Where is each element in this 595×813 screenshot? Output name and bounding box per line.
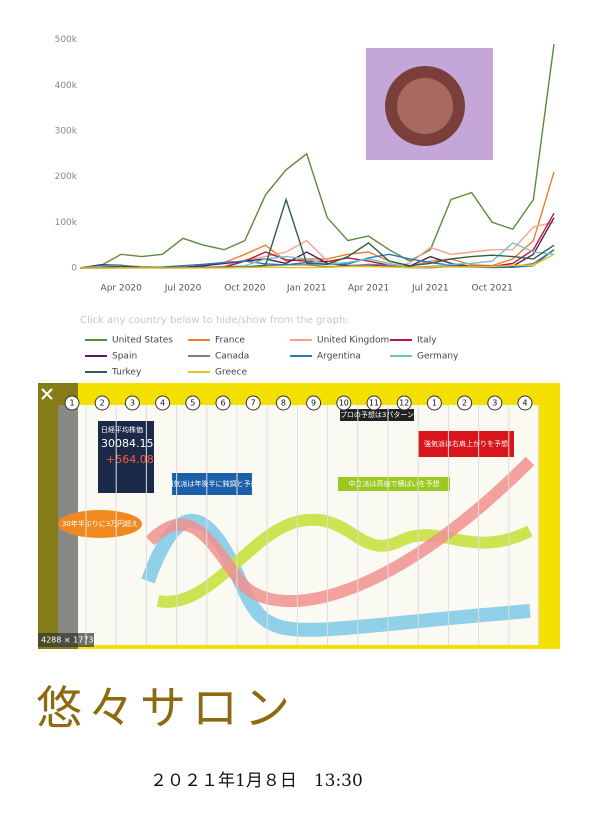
month-badge xyxy=(185,395,201,411)
x-tick-label: Apr 2020 xyxy=(101,284,143,294)
bull-box xyxy=(418,431,514,457)
legend-label: United States xyxy=(112,336,173,346)
bear-box xyxy=(172,473,252,495)
series-line xyxy=(79,217,555,269)
y-tick-label: 500k xyxy=(55,35,78,45)
pattern-heading: プロの予想は3パターン xyxy=(340,410,414,419)
bull-curve xyxy=(145,456,535,608)
month-label: 7 xyxy=(251,399,256,408)
legend-label: Canada xyxy=(215,352,249,362)
month-label: 8 xyxy=(281,399,286,408)
month-badge xyxy=(426,395,442,411)
month-label: 3 xyxy=(130,399,135,408)
index-photo xyxy=(98,421,154,493)
size-badge xyxy=(38,633,94,647)
month-label: 2 xyxy=(462,399,467,408)
legend-label: United Kingdom xyxy=(317,336,389,346)
neutral-box xyxy=(338,477,450,491)
virus-photo-shape xyxy=(397,78,453,134)
month-badge xyxy=(366,395,382,411)
month-label: 4 xyxy=(522,399,527,408)
month-badge xyxy=(517,395,533,411)
legend-label: Italy xyxy=(417,336,437,346)
month-badge xyxy=(306,395,322,411)
y-tick-label: 200k xyxy=(55,172,78,182)
month-label: 4 xyxy=(160,399,165,408)
bubble-text: 30年半ぶりに3万円超え xyxy=(62,519,138,528)
month-badge xyxy=(155,395,171,411)
month-label: 1 xyxy=(69,399,74,408)
x-tick-label: Oct 2020 xyxy=(224,284,266,294)
y-tick-label: 100k xyxy=(55,218,78,228)
y-tick-label: 300k xyxy=(55,126,78,136)
legend-label: Spain xyxy=(112,352,137,362)
pattern-box xyxy=(340,409,414,421)
series-line xyxy=(79,212,555,269)
month-label: 2 xyxy=(100,399,105,408)
bull-label: 強気派は右肩上がりを予想 xyxy=(424,439,508,448)
bear-label: 弱気派は年後半に鈍調と予想 xyxy=(167,479,258,488)
legend-label: Turkey xyxy=(111,368,142,378)
covid-chart: Click any country below to hide/show fro… xyxy=(55,35,555,378)
month-badge xyxy=(336,395,352,411)
index-name: 日経平均株価 xyxy=(101,425,143,434)
month-label: 6 xyxy=(220,399,225,408)
month-label: 12 xyxy=(399,399,409,408)
neutral-label: 中立派は高値で横ばいを予想 xyxy=(349,479,440,488)
month-badge xyxy=(124,395,140,411)
month-label: 9 xyxy=(311,399,316,408)
month-label: 3 xyxy=(492,399,497,408)
legend-label: Argentina xyxy=(317,352,361,362)
x-tick-label: Jan 2021 xyxy=(286,284,327,294)
series-line xyxy=(80,253,555,269)
index-change: +564.08 xyxy=(106,453,154,466)
month-badge xyxy=(245,395,261,411)
month-badge xyxy=(275,395,291,411)
index-value: 30084.15 xyxy=(101,437,154,450)
month-badge xyxy=(396,395,412,411)
x-tick-label: Jul 2021 xyxy=(411,284,449,294)
legend-label: Greece xyxy=(215,368,247,378)
page-title: 悠々サロン xyxy=(36,681,296,735)
legend-title: Click any country below to hide/show fro… xyxy=(80,315,349,326)
x-tick-label: Oct 2021 xyxy=(472,284,513,294)
month-badge xyxy=(215,395,231,411)
x-tick-label: Jul 2020 xyxy=(164,284,202,294)
stock-image: 日経平均株価 30084.15 +564.08 30年半ぶりに3万円超え プロの… xyxy=(38,383,560,649)
close-icon[interactable] xyxy=(41,388,53,400)
month-badge xyxy=(64,395,80,411)
month-label: 1 xyxy=(432,399,437,408)
bubble xyxy=(58,510,142,538)
month-badge xyxy=(457,395,473,411)
y-tick-label: 0 xyxy=(71,264,77,274)
x-tick-label: Apr 2021 xyxy=(348,284,389,294)
image-size: 4288 × 1773 xyxy=(41,636,94,645)
month-badge xyxy=(94,395,110,411)
month-label: 5 xyxy=(190,399,195,408)
legend-label: France xyxy=(215,336,245,346)
month-badge xyxy=(487,395,503,411)
legend-label: Germany xyxy=(417,352,459,362)
series-line xyxy=(79,44,555,269)
date: ２０２１年1月８日 13:30 xyxy=(150,771,363,791)
y-tick-label: 400k xyxy=(55,81,78,91)
month-label: 11 xyxy=(369,399,379,408)
month-label: 10 xyxy=(339,399,349,408)
